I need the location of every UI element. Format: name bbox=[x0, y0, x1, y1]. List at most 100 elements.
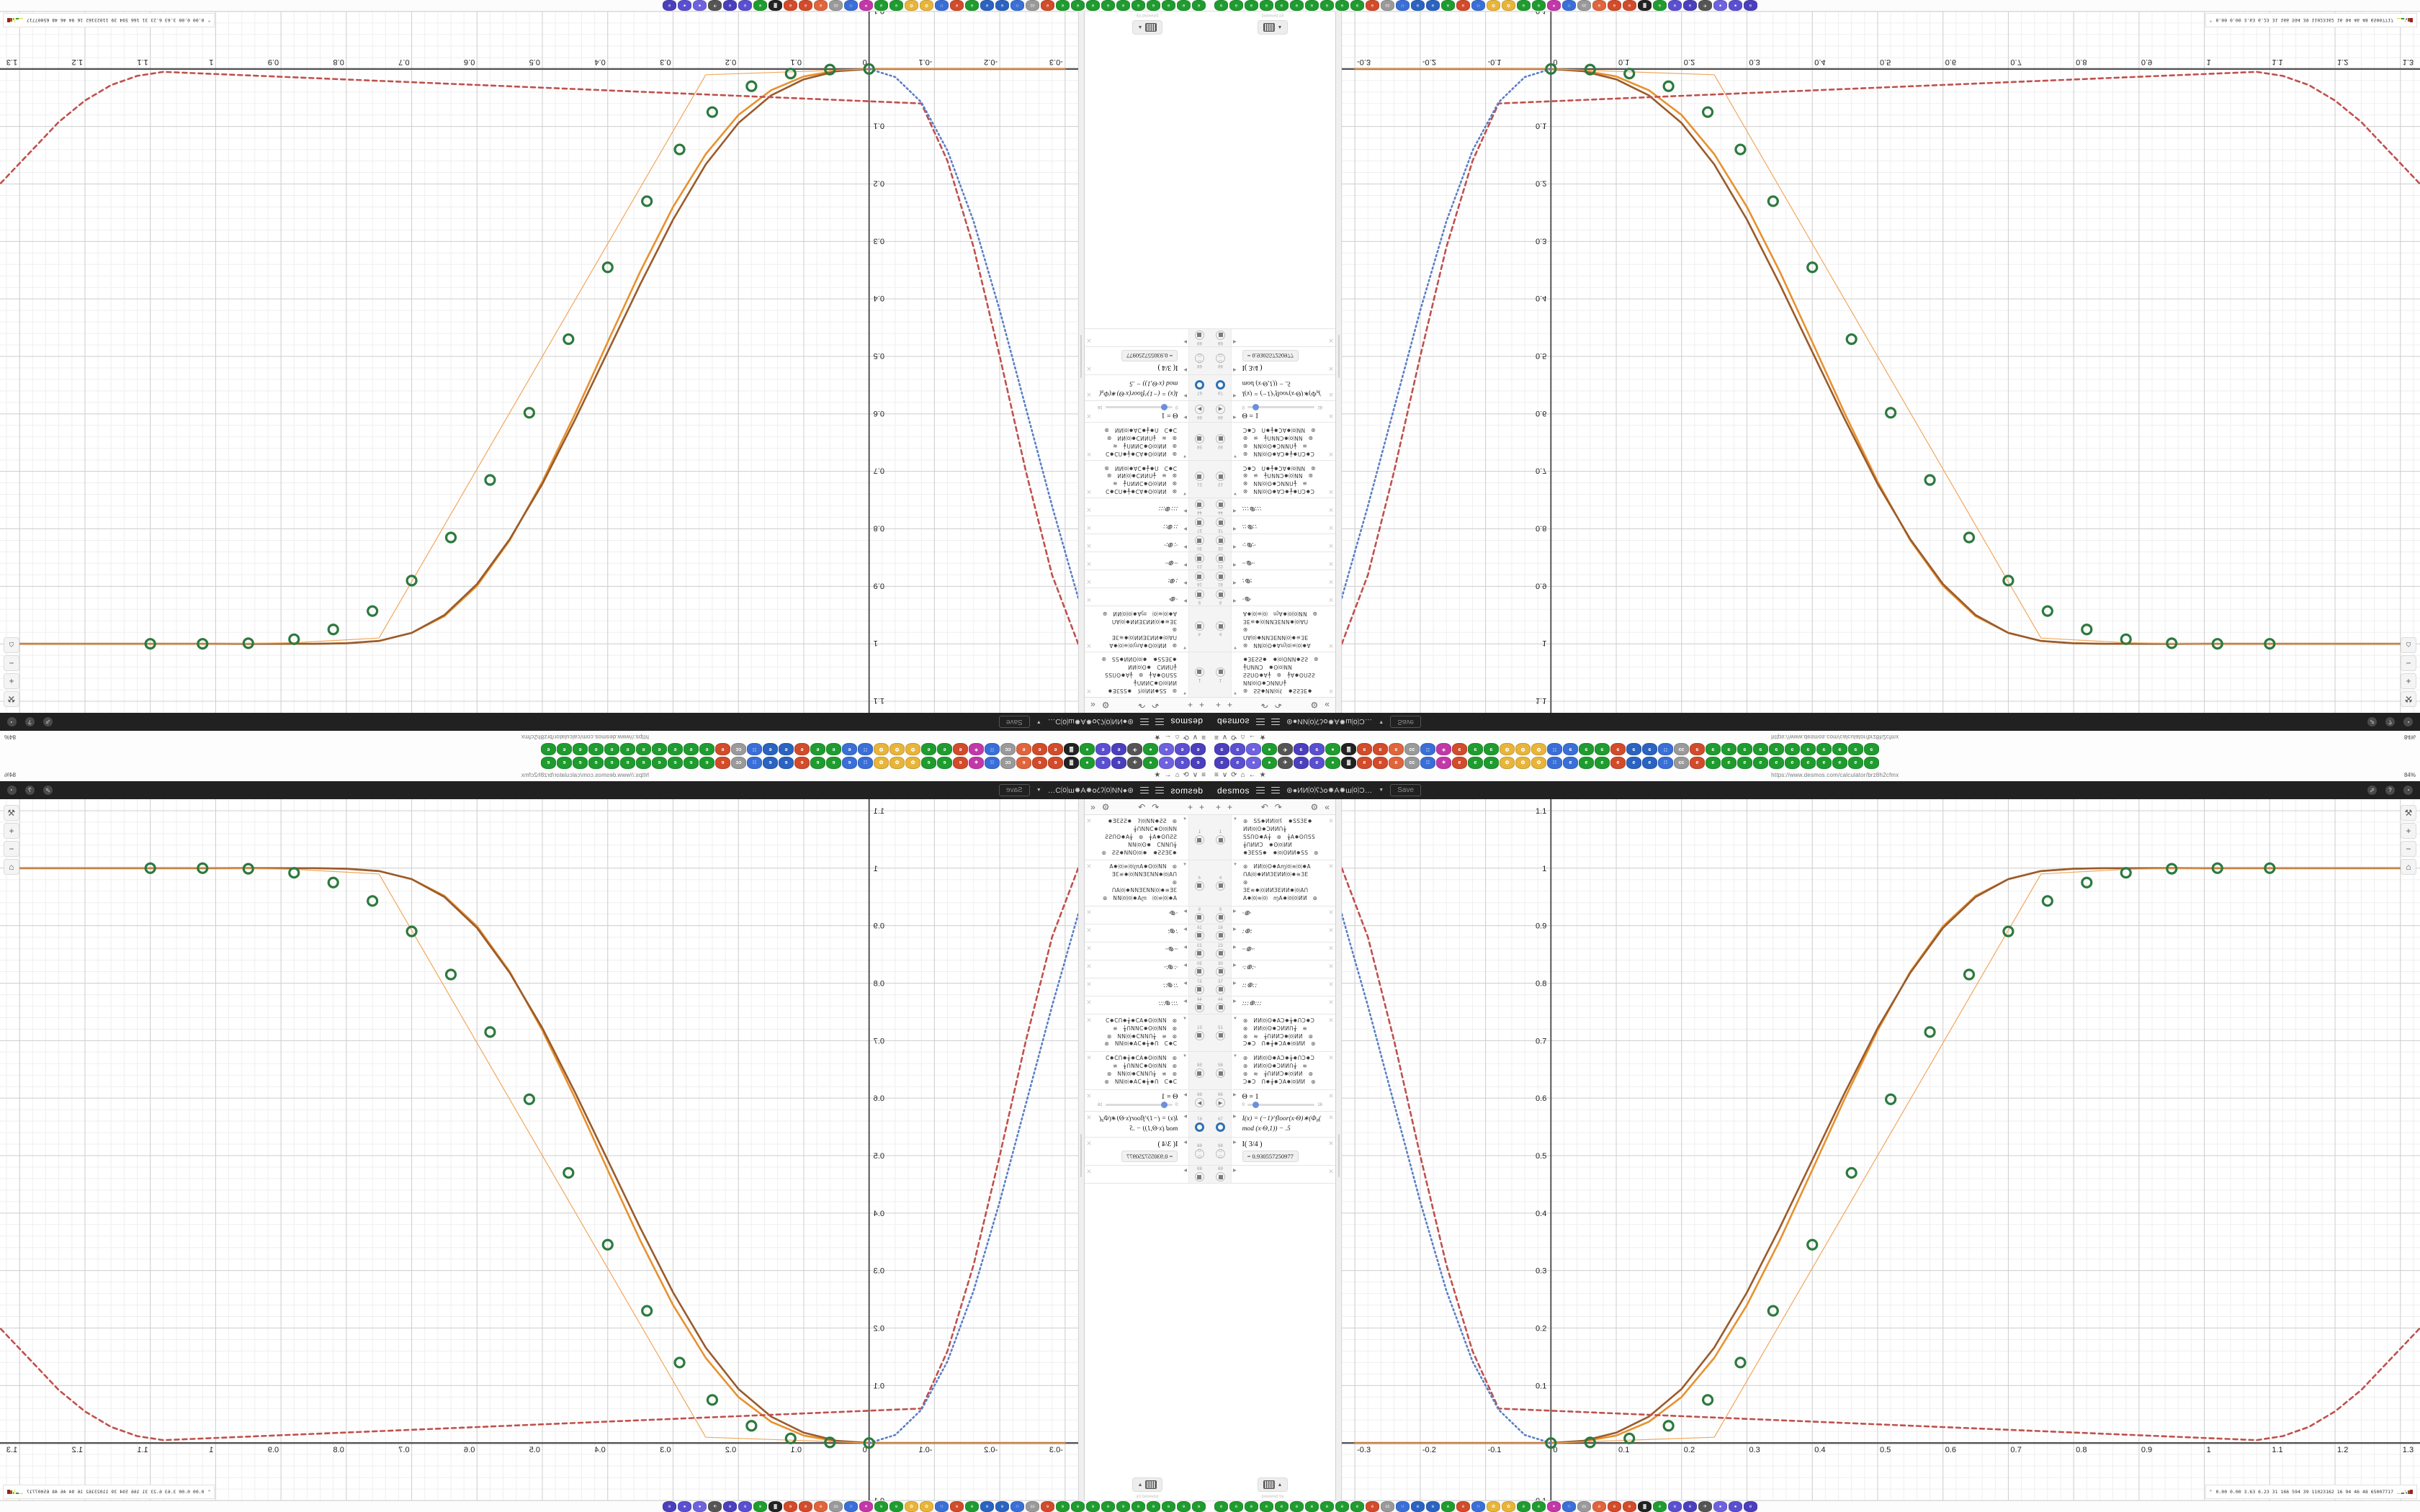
taskbar-icon[interactable]: e bbox=[1192, 0, 1206, 11]
expression-row[interactable]: 67 ▶ I(x) = (−1)^floor(x·Θ)∗(Φ₈( mod (x·Θ,… bbox=[1210, 374, 1335, 401]
expression-row[interactable]: 4 ▼ ⊛ ИИ⒪ʘ✹Αɱ⒪≋⒪✹Α ՈΑ⒪✹ИИЗΕИИ⒪✹≋ЗΕ ⊛ ЗΕ≋✹⒪… bbox=[1085, 860, 1210, 906]
expression-row[interactable]: 58 ▼ ⊛ ИИ⒪ʘ✹ΑƆ✹╁✹ՈƆ✹Ɔ ⊛ ИИ⒪ʘ✹ƆИИՈ╁ ≋ ⊛ ≋ ╁… bbox=[1210, 422, 1335, 460]
expression-expand-icon[interactable]: ▼ bbox=[1183, 644, 1187, 649]
browser-tab[interactable]: cc bbox=[1404, 756, 1420, 769]
expression-color-swatch[interactable] bbox=[1216, 380, 1225, 390]
expression-row[interactable]: 44 ▶:::⊕::: ✕ bbox=[1210, 996, 1335, 1014]
browser-tab[interactable]: e bbox=[1468, 743, 1483, 756]
taskbar-icon[interactable]: e bbox=[753, 1501, 767, 1512]
delete-expression-icon[interactable]: ✕ bbox=[1086, 1140, 1092, 1148]
expression-content[interactable]: I(x) = (−1)^floor(x·Θ)∗(Φ₈( mod (x·Θ,1))… bbox=[1098, 1115, 1178, 1133]
browser-tab[interactable]: e bbox=[604, 743, 619, 756]
taskbar-icon[interactable]: e bbox=[723, 1501, 737, 1512]
slider-equation[interactable]: Θ = 1 bbox=[1161, 1092, 1178, 1101]
browser-tab[interactable]: ▓ bbox=[1064, 743, 1079, 756]
expression-expand-icon[interactable]: ▶ bbox=[1183, 338, 1187, 343]
browser-tab[interactable]: ✿ bbox=[874, 756, 889, 769]
wrench-icon[interactable]: ⚒ bbox=[4, 805, 19, 821]
taskbar-icon[interactable]: e bbox=[1426, 0, 1440, 11]
taskbar-icon[interactable]: e bbox=[1131, 0, 1145, 11]
taskbar-icon[interactable]: e bbox=[1086, 0, 1100, 11]
expression-row[interactable]: 16 ▶:⊕: ✕ bbox=[1210, 924, 1335, 942]
taskbar-icon[interactable]: e bbox=[1056, 0, 1070, 11]
taskbar-icon[interactable]: e bbox=[1683, 0, 1697, 11]
url-bar[interactable]: https://www.desmos.com/calculator/brz8h2… bbox=[521, 734, 649, 740]
expression-row[interactable]: 68 □ □ ▶ I( 3/4 ) = 0.930557250977 ✕ bbox=[1210, 346, 1335, 374]
taskbar-icon[interactable]: ✿ bbox=[1487, 0, 1500, 11]
browser-tab[interactable]: e bbox=[1111, 743, 1126, 756]
taskbar-icon[interactable]: e bbox=[889, 1501, 903, 1512]
browser-tab-strip[interactable]: e e ● ● ✈ e e ● ▓ e e e cc ∷ ✶ e e e ✿ ✿ ✿ ∷ e e e e e e ∷ cc e e e e e e e e… bbox=[1210, 756, 2420, 769]
taskbar-icon[interactable]: e bbox=[1086, 1501, 1100, 1512]
delete-expression-icon[interactable]: ✕ bbox=[1328, 488, 1334, 496]
delete-expression-icon[interactable]: ✕ bbox=[1086, 863, 1092, 870]
taskbar-icon[interactable]: e bbox=[1041, 0, 1054, 11]
expression-content[interactable]: :::⊕::: bbox=[1158, 999, 1178, 1007]
browser-tab[interactable]: ∷ bbox=[1658, 743, 1673, 756]
share-icon[interactable]: ⬀ bbox=[43, 786, 53, 795]
browser-tab[interactable]: e bbox=[715, 756, 730, 769]
browser-tab[interactable]: e bbox=[810, 743, 825, 756]
browser-tab[interactable]: e bbox=[1753, 756, 1768, 769]
collapse-panel-button[interactable]: « bbox=[1090, 801, 1095, 812]
browser-tab[interactable]: e bbox=[1769, 756, 1784, 769]
delete-expression-icon[interactable]: ✕ bbox=[1328, 944, 1334, 952]
browser-tab[interactable]: e bbox=[1452, 756, 1467, 769]
os-taskbar[interactable]: e e e e e e e e e e e cc ∷ e e e e ∷ ✿ ✿ e e ✶ ∷ cc e e e ▓ e e e ✈ ● ● e bbox=[0, 0, 1210, 12]
expression-content[interactable]: ⊛ ИИ⒪ʘ✹Αɱ⒪≋⒪✹Α ՈΑ⒪✹ИИЗΕИИ⒪✹≋ЗΕ ⊛ ЗΕ≋✹⒪ИИ… bbox=[1242, 611, 1318, 649]
panel-resize-handle[interactable] bbox=[1336, 0, 1342, 713]
delete-expression-icon[interactable]: ✕ bbox=[1086, 688, 1092, 695]
expression-content[interactable]: ::⊕:: bbox=[1162, 523, 1178, 531]
browser-tab[interactable]: ∷ bbox=[747, 743, 762, 756]
browser-tab[interactable]: e bbox=[1706, 743, 1721, 756]
taskbar-icon[interactable]: ∷ bbox=[1010, 1501, 1024, 1512]
browser-tab[interactable]: e bbox=[557, 756, 572, 769]
expression-color-swatch[interactable] bbox=[1216, 966, 1225, 976]
delete-expression-icon[interactable]: ✕ bbox=[1086, 1016, 1092, 1024]
expression-row[interactable]: 51 ▼ ⊛ ИИ⒪ʘ✹ΑƆ✹╁✹ՈƆ✹Ɔ ⊛ ИИ⒪ʘ✹ƆИИՈ╁ ≋ ⊛ ≋ ╁… bbox=[1085, 459, 1210, 498]
account-icon[interactable]: ◔ bbox=[2403, 786, 2413, 795]
expression-content[interactable]: ::⊕:: bbox=[1162, 981, 1178, 989]
taskbar-icon[interactable]: ✿ bbox=[1502, 1501, 1515, 1512]
expression-expand-icon[interactable]: ▼ bbox=[1233, 1054, 1237, 1059]
url-bar[interactable]: https://www.desmos.com/calculator/brz8h2… bbox=[1771, 772, 1899, 778]
undo-button[interactable]: ↶ bbox=[1260, 801, 1268, 812]
expression-color-swatch[interactable] bbox=[1216, 590, 1225, 600]
expression-content[interactable]: ⊛ ЅЅ✹ИИ⒪ʕ ✹ЅЅЗΕ✹ ИИ⒪ʘ✹ƆИИՈ╁ ЅЅՈʘ✹Α╁ ⊛ ╁Α… bbox=[1242, 656, 1321, 695]
browser-tab[interactable]: ✿ bbox=[1500, 756, 1515, 769]
expression-color-swatch[interactable] bbox=[1216, 930, 1225, 940]
taskbar-icon[interactable]: cc bbox=[1577, 1501, 1591, 1512]
slider-play-button[interactable]: ▶ bbox=[1195, 1098, 1204, 1108]
delete-expression-icon[interactable]: ✕ bbox=[1328, 596, 1334, 604]
taskbar-icon[interactable]: e bbox=[1744, 0, 1757, 11]
browser-tab[interactable]: e bbox=[1048, 743, 1063, 756]
expression-content[interactable]: ::⊕:: bbox=[1242, 981, 1258, 989]
browser-tab[interactable]: ∷ bbox=[1547, 743, 1562, 756]
browser-tab[interactable]: e bbox=[1016, 743, 1031, 756]
browser-tab[interactable]: ● bbox=[1159, 743, 1174, 756]
taskbar-icon[interactable]: e bbox=[889, 0, 903, 11]
browser-tab[interactable]: e bbox=[636, 743, 651, 756]
expression-expand-icon[interactable]: ▶ bbox=[1183, 999, 1187, 1004]
expression-row[interactable]: 37 ▶::⊕:: ✕ bbox=[1210, 978, 1335, 996]
delete-expression-icon[interactable]: ✕ bbox=[1328, 1140, 1334, 1148]
browser-tab[interactable]: ✿ bbox=[874, 743, 889, 756]
expression-expand-icon[interactable]: ▶ bbox=[1183, 945, 1187, 950]
browser-tab[interactable]: ∷ bbox=[858, 756, 873, 769]
keyboard-toggle-button[interactable]: ▲ bbox=[1131, 19, 1163, 35]
taskbar-icon[interactable]: e bbox=[663, 0, 676, 11]
browser-tab[interactable]: e bbox=[557, 743, 572, 756]
browser-tab[interactable]: e bbox=[826, 756, 841, 769]
delete-expression-icon[interactable]: ✕ bbox=[1328, 542, 1334, 550]
delete-expression-icon[interactable]: ✕ bbox=[1086, 998, 1092, 1006]
expression-expand-icon[interactable]: ▶ bbox=[1183, 963, 1187, 968]
collapse-panel-button[interactable]: « bbox=[1325, 700, 1330, 711]
taskbar-icon[interactable]: e bbox=[1366, 0, 1379, 11]
expression-list[interactable]: 1 ▼ ⊛ ЅЅ✹ИИ⒪ʕ ✹ЅЅЗΕ✹ ИИ⒪ʘ✹ƆИИՈ╁ ЅЅՈʘ✹Α╁ ⊛ … bbox=[1210, 42, 1335, 697]
browser-tab[interactable]: ● bbox=[1080, 756, 1095, 769]
expression-fraction-icon[interactable]: □ □ bbox=[1195, 1149, 1204, 1159]
menu-icon[interactable]: ≡ bbox=[1214, 733, 1219, 742]
delete-expression-icon[interactable]: ✕ bbox=[1328, 642, 1334, 649]
delete-expression-icon[interactable]: ✕ bbox=[1328, 998, 1334, 1006]
expression-content[interactable]: ⊛ ИИ⒪ʘ✹ΑƆ✹╁✹ՈƆ✹Ɔ ⊛ ИИ⒪ʘ✹ƆИИՈ╁ ≋ ⊛ ≋ ╁ՈИИ… bbox=[1099, 1017, 1178, 1048]
